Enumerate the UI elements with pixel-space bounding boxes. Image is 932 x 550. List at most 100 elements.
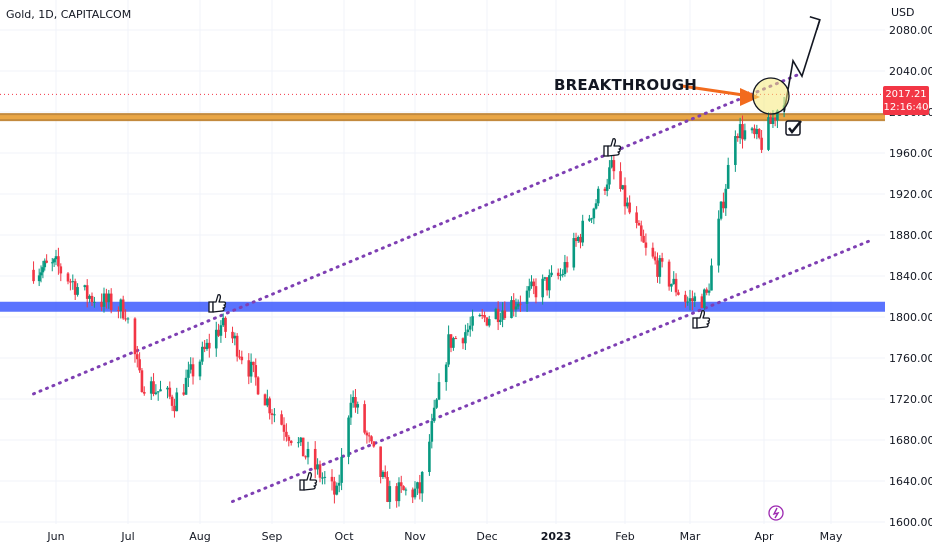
- candles: [32, 96, 786, 509]
- candle-body: [642, 235, 645, 243]
- candle-body: [107, 293, 111, 303]
- candle-body: [235, 335, 239, 357]
- candle-body: [612, 160, 616, 172]
- candle-body: [430, 421, 434, 442]
- candle-body: [532, 281, 536, 287]
- candle-body: [413, 488, 417, 498]
- time-tick-label: Mar: [680, 530, 701, 543]
- candle-body: [37, 275, 41, 282]
- candle-body: [152, 381, 155, 395]
- candle-body: [626, 202, 629, 207]
- candle-body: [52, 259, 56, 263]
- candle-body: [32, 269, 35, 282]
- time-tick-label: Nov: [404, 530, 426, 543]
- candle-body: [519, 303, 522, 305]
- candle-body: [653, 256, 657, 261]
- candle-body: [556, 272, 560, 276]
- candle-body: [527, 286, 531, 291]
- candle-body: [133, 318, 137, 355]
- candle-body: [109, 293, 113, 311]
- candle-body: [703, 289, 706, 308]
- candle-body: [736, 136, 740, 139]
- candle-body: [207, 342, 211, 349]
- candle-body: [285, 431, 288, 437]
- candle-body: [738, 124, 742, 139]
- candle-body: [603, 188, 607, 191]
- candle-body: [233, 335, 237, 339]
- candle-body: [102, 293, 106, 307]
- candle-body: [767, 117, 770, 150]
- arrow-up-icon: [809, 15, 821, 30]
- candle-body: [741, 124, 744, 140]
- candle-body: [452, 338, 455, 348]
- candle-body: [639, 225, 643, 236]
- candle-body: [755, 129, 759, 135]
- candle-body: [447, 334, 450, 365]
- candle-body: [117, 310, 120, 312]
- candle-body: [39, 272, 43, 276]
- candle-body: [54, 256, 58, 260]
- candle-body: [563, 262, 567, 274]
- price-tick-label: 1920.00: [889, 188, 932, 201]
- candle-body: [282, 424, 286, 432]
- candle-body: [644, 242, 648, 248]
- candle-body: [753, 128, 756, 135]
- candle-body: [487, 319, 491, 326]
- candle-body: [686, 301, 689, 303]
- candle-body: [187, 369, 190, 378]
- candle-body: [399, 482, 403, 487]
- candle-body: [437, 382, 441, 400]
- candle-body: [119, 299, 123, 311]
- candle-body: [73, 281, 77, 295]
- candle-body: [142, 391, 146, 394]
- candle-body: [596, 188, 600, 204]
- candle-body: [743, 130, 747, 140]
- candle-body: [304, 456, 307, 458]
- candle-body: [621, 185, 625, 189]
- candle-body: [306, 448, 310, 458]
- candle-body: [365, 432, 369, 436]
- candle-body: [280, 414, 283, 425]
- price-tick-label: 1840.00: [889, 270, 932, 283]
- candle-body: [159, 389, 162, 392]
- candle-body: [263, 394, 267, 406]
- candle-body: [135, 354, 139, 360]
- candle-body: [454, 338, 458, 340]
- candle-body: [717, 218, 720, 266]
- candle-body: [41, 267, 45, 273]
- time-tick-label: May: [820, 530, 843, 543]
- time-tick-label: 2023: [541, 530, 572, 543]
- candle-body: [416, 482, 419, 489]
- candle-body: [299, 437, 303, 443]
- candle-body: [252, 361, 255, 366]
- candle-body: [726, 164, 730, 189]
- candle-body: [397, 482, 401, 502]
- breakthrough-arrow-shaft: [681, 84, 751, 98]
- lower-channel-line: [231, 237, 876, 503]
- price-tick-label: 2080.00: [889, 24, 932, 37]
- candle-body: [335, 485, 339, 495]
- candle-body: [45, 260, 48, 263]
- candle-body: [656, 260, 659, 277]
- candle-body: [356, 404, 360, 408]
- candle-body: [379, 446, 382, 477]
- candle-body: [372, 441, 376, 447]
- candle-body: [268, 398, 271, 414]
- candle-body: [231, 331, 234, 339]
- candle-body: [126, 318, 130, 320]
- candle-body: [485, 317, 489, 326]
- price-tick-label: 1760.00: [889, 352, 932, 365]
- time-tick-label: Jul: [120, 530, 134, 543]
- currency-label: USD: [891, 6, 915, 19]
- candle-body: [354, 397, 357, 408]
- candle-body: [395, 486, 398, 502]
- thumb-hand: [607, 138, 622, 157]
- grid: [0, 0, 885, 524]
- candle-body: [610, 160, 613, 168]
- candle-body: [214, 329, 218, 349]
- time-tick-label: Dec: [476, 530, 497, 543]
- candle-body: [100, 301, 103, 307]
- candle-body: [247, 360, 251, 377]
